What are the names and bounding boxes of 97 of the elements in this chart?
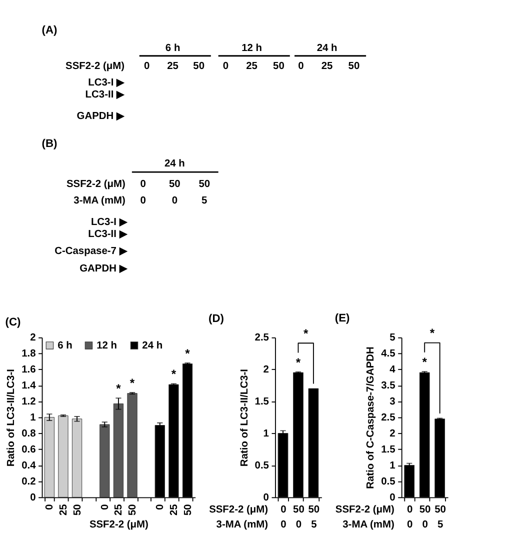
y-tick-label: 0.5 — [381, 476, 396, 488]
text: 50 — [198, 178, 210, 190]
y-axis-title: Ratio of C-Caspase-7/GAPDH — [366, 346, 377, 489]
x-tick-label: 0 — [44, 504, 56, 510]
text: (B) — [42, 138, 58, 150]
text: 0 — [140, 178, 146, 190]
data-label: * — [130, 376, 135, 390]
text: GAPDH ▶ — [80, 263, 128, 274]
y-tick-label: 0.2 — [22, 476, 36, 488]
x-tick-label: 0 0 — [280, 504, 287, 530]
y-tick-label: 3 — [390, 396, 396, 408]
text: 25 — [167, 60, 179, 72]
y-tick-label: 4.5 — [381, 348, 396, 360]
text: 50 — [273, 60, 285, 72]
annotation: * — [430, 326, 435, 340]
bar — [113, 403, 124, 498]
chart-title: (D) — [208, 312, 224, 325]
bar — [100, 424, 110, 498]
x-tick-label: 50 — [72, 504, 84, 516]
text: LC3-I ▶ — [88, 78, 126, 89]
y-tick-label: 3.5 — [381, 380, 396, 392]
text: 6 h — [165, 43, 180, 54]
y-tick-label: 2 — [30, 332, 36, 344]
y-tick-label: 1.5 — [381, 444, 396, 456]
text: 50 — [168, 178, 181, 190]
data-label: * — [185, 346, 190, 360]
text: 0 — [172, 196, 178, 207]
x-tick-label: 25 — [114, 504, 125, 516]
y-tick-label: 1 — [263, 428, 270, 440]
text: 25 — [246, 60, 258, 72]
x-tick-label: 0 — [100, 504, 111, 510]
x-tick-label: 50 0 — [293, 504, 305, 530]
text: 24 h — [316, 43, 338, 54]
text: LC3-I ▶ — [90, 216, 128, 228]
text: 0 — [222, 60, 229, 72]
text: 25 — [321, 60, 334, 72]
legend-label: 24 h — [142, 340, 163, 352]
text: (A) — [42, 24, 58, 37]
y-tick-label: 4 — [390, 364, 396, 376]
x-tick-label: 0 — [155, 504, 166, 510]
text: LC3-II ▶ — [88, 229, 128, 240]
data-label: * — [422, 355, 428, 370]
y-tick-label: 0.5 — [254, 460, 270, 472]
x-tick-label: 25 — [58, 504, 70, 516]
text: LC3-II ▶ — [85, 90, 126, 101]
legend-label: 12 h — [96, 340, 118, 352]
y-tick-label: 1.4 — [22, 380, 36, 392]
x-tick-label: 50 0 — [419, 504, 432, 530]
x-tick-label: 50 5 — [434, 504, 446, 530]
y-tick-label: 1.5 — [254, 396, 270, 408]
annotation: * — [304, 326, 308, 341]
y-tick-label: 2 — [263, 364, 270, 376]
y-tick-label: 0.6 — [22, 444, 36, 456]
bar — [58, 415, 68, 498]
text: GAPDH ▶ — [76, 111, 126, 122]
text: SSF2-2 (μM) — [66, 60, 124, 72]
x-axis-title: SSF2-2 (μM) 3-MA (mM) — [335, 504, 394, 530]
text: 0 — [144, 60, 150, 72]
data-label: * — [296, 355, 301, 370]
data-label: * — [171, 367, 176, 382]
x-axis-title: SSF2-2 (μM) 3-MA (mM) — [209, 504, 268, 530]
y-tick-label: 2 — [390, 428, 396, 440]
text: 50 — [348, 60, 360, 72]
bar — [44, 417, 54, 498]
bar — [127, 393, 138, 498]
chart-title: (C) — [5, 316, 22, 328]
x-tick-label: 50 — [128, 504, 139, 516]
y-axis-title: Ratio of LC3-II/LC3-I — [239, 368, 250, 467]
y-tick-label: 0.8 — [22, 428, 36, 440]
data-label: * — [116, 382, 122, 396]
y-tick-label: 1.6 — [22, 364, 36, 376]
legend-label: 6 h — [58, 340, 72, 352]
text: 50 — [193, 60, 205, 72]
y-tick-label: 1 — [390, 460, 396, 472]
text: 24 h — [164, 158, 185, 170]
y-tick-label: 2.5 — [381, 412, 396, 424]
text: 0 — [298, 60, 304, 72]
bar — [72, 418, 82, 498]
text: 3-MA (mM) — [74, 196, 126, 207]
text: C-Caspase-7 ▶ — [54, 246, 128, 257]
y-axis-title: Ratio of LC3-II/LC3-I — [6, 368, 18, 467]
y-tick-label: 0.4 — [22, 460, 36, 472]
x-tick-label: 50 — [182, 504, 194, 516]
text: SSF2-2 (μM) — [66, 178, 126, 190]
y-tick-label: 5 — [390, 332, 396, 344]
x-axis-title: SSF2-2 (μM) — [89, 520, 148, 531]
chart-title: (E) — [334, 312, 350, 324]
y-tick-label: 2.5 — [254, 332, 270, 344]
y-tick-label: 1.8 — [22, 348, 36, 360]
x-tick-label: 50 5 — [308, 504, 320, 530]
y-tick-label: 1.2 — [22, 396, 36, 408]
text: 12 h — [242, 43, 262, 54]
text: 5 — [202, 196, 208, 207]
text: 0 — [140, 196, 146, 207]
y-tick-label: 1 — [30, 412, 36, 424]
x-tick-label: 0 0 — [406, 504, 413, 530]
x-tick-label: 25 — [168, 504, 180, 516]
